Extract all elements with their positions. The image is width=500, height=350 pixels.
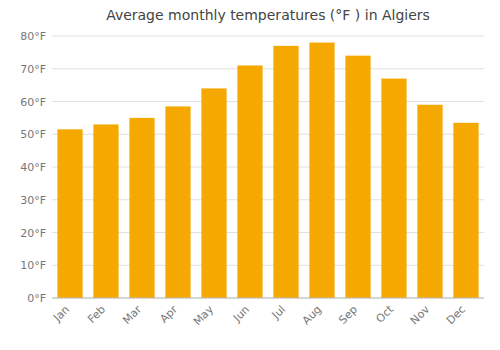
bars [57,43,478,298]
x-axis-line [52,298,484,299]
y-tick-label: 60°F [20,96,46,109]
y-tick-label: 0°F [27,292,46,305]
grid-line [52,298,484,299]
grid [52,36,484,298]
x-tick-label: Oct [373,302,396,325]
bar [93,124,118,298]
x-tick-label: Feb [85,303,108,326]
y-tick-label: 10°F [20,259,46,272]
x-tick-label: Aug [300,303,324,327]
bar [345,56,370,298]
bar [381,79,406,298]
x-tick-label: Dec [444,303,468,327]
bar [129,118,154,298]
y-tick-label: 50°F [20,128,46,141]
x-tick-label: May [191,303,217,329]
x-tick-label: Mar [120,303,144,327]
x-tick-label: Jun [230,303,252,325]
y-tick-label: 80°F [20,30,46,43]
chart-svg: Average monthly temperatures (°F ) in Al… [0,0,500,350]
bar [309,43,334,298]
chart-title: Average monthly temperatures (°F ) in Al… [106,7,430,23]
x-tick-label: Sep [336,303,360,327]
bar [57,129,82,298]
grid-line [52,68,484,69]
grid-line [52,36,484,37]
bar [237,65,262,298]
bar [417,105,442,298]
chart-container: Average monthly temperatures (°F ) in Al… [0,0,500,350]
x-tick-label: Jul [269,303,288,322]
x-tick-label: Nov [408,303,433,328]
bar [453,123,478,298]
x-tick-label: Jan [50,303,72,325]
bar [165,106,190,298]
x-tick-label: Apr [157,303,180,326]
y-tick-label: 20°F [20,227,46,240]
y-tick-label: 30°F [20,194,46,207]
y-tick-label: 70°F [20,63,46,76]
y-tick-label: 40°F [20,161,46,174]
bar [201,88,226,298]
grid-line [52,101,484,102]
bar [273,46,298,298]
y-axis: 0°F 10°F 20°F 30°F 40°F 50°F 60°F 70°F 80°F [20,30,46,305]
x-axis: Jan Feb Mar Apr May Jun Jul Aug Sep Oct Nov Dec [50,298,484,328]
